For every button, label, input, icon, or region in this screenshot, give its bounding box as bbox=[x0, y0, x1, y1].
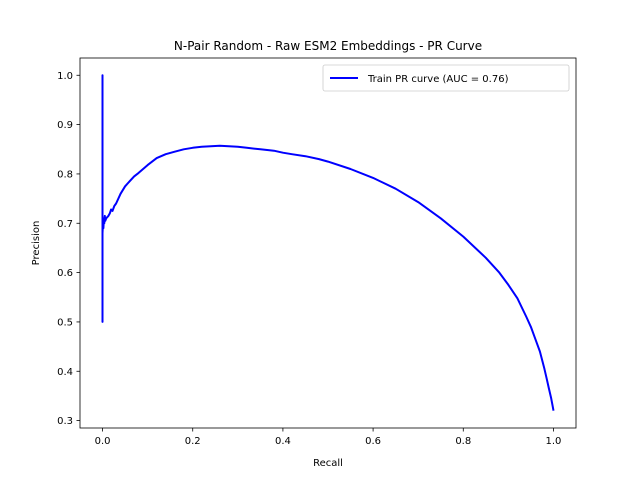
y-tick-label: 0.5 bbox=[57, 317, 73, 328]
y-tick-label: 0.6 bbox=[57, 268, 73, 279]
x-axis-ticks: 0.0 0.2 0.4 0.6 0.8 1.0 bbox=[95, 428, 562, 447]
x-tick-label: 0.8 bbox=[455, 436, 471, 447]
x-tick-label: 0.0 bbox=[95, 436, 111, 447]
y-tick-label: 0.7 bbox=[57, 219, 73, 230]
series-line-train-pr-curve bbox=[101, 74, 555, 411]
legend-label: Train PR curve (AUC = 0.76) bbox=[367, 74, 509, 85]
y-tick-label: 0.8 bbox=[57, 169, 73, 180]
x-tick-label: 0.6 bbox=[365, 436, 381, 447]
legend-box bbox=[322, 64, 570, 92]
y-tick-label: 0.3 bbox=[57, 416, 73, 427]
plot-frame bbox=[79, 57, 577, 429]
y-tick-label: 0.9 bbox=[57, 120, 73, 131]
x-axis-label: Recall bbox=[313, 458, 343, 469]
y-axis-ticks: 0.3 0.4 0.5 0.6 0.7 0.8 0.9 1.0 bbox=[57, 71, 80, 427]
plot-area bbox=[80, 58, 576, 428]
y-tick-label: 0.4 bbox=[57, 367, 73, 378]
chart-title: N-Pair Random - Raw ESM2 Embeddings - PR… bbox=[174, 39, 482, 53]
x-tick-label: 0.2 bbox=[185, 436, 201, 447]
legend: Train PR curve (AUC = 0.76) bbox=[322, 64, 570, 92]
y-axis-label: Precision bbox=[31, 221, 42, 266]
y-tick-label: 1.0 bbox=[57, 71, 73, 82]
x-tick-label: 1.0 bbox=[546, 436, 562, 447]
x-tick-label: 0.4 bbox=[275, 436, 291, 447]
